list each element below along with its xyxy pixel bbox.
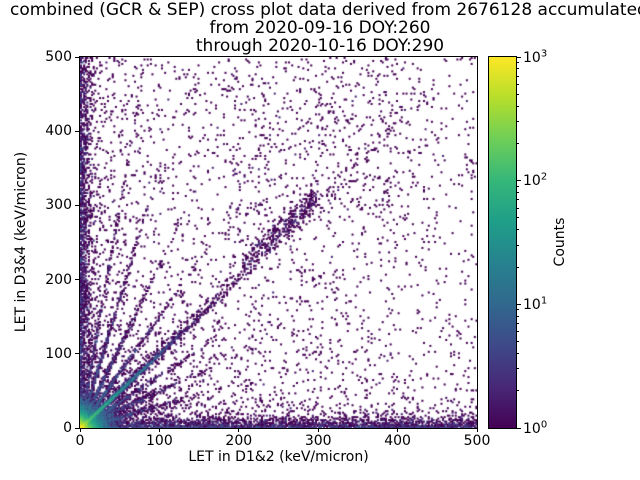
colorbar-minor-tick-mark xyxy=(517,229,519,231)
colorbar-minor-tick-mark xyxy=(517,68,519,70)
colorbar-tick-label: 102 xyxy=(523,171,548,190)
x-tick-mark xyxy=(476,428,478,432)
colorbar-minor-tick-mark xyxy=(517,353,519,355)
title-line-1: combined (GCR & SEP) cross plot data der… xyxy=(10,0,640,20)
y-axis-label: LET in D3&4 (keV/micron) xyxy=(13,151,29,333)
x-tick-mark xyxy=(158,428,160,432)
colorbar-minor-tick-mark xyxy=(517,192,519,194)
y-tick-mark xyxy=(75,130,79,132)
colorbar-minor-tick-mark xyxy=(517,199,519,201)
y-tick-mark xyxy=(75,56,79,58)
colorbar-minor-tick-mark xyxy=(517,244,519,246)
title-line-2: from 2020-09-16 DOY:260 xyxy=(209,18,431,38)
colorbar xyxy=(488,56,517,429)
colorbar-minor-tick-mark xyxy=(517,207,519,209)
colorbar-tick-mark xyxy=(517,180,521,182)
colorbar-minor-tick-mark xyxy=(517,93,519,95)
y-tick-mark xyxy=(75,279,79,281)
colorbar-minor-tick-mark xyxy=(517,217,519,219)
x-tick-label: 100 xyxy=(146,433,173,449)
colorbar-minor-tick-mark xyxy=(517,185,519,187)
y-tick-mark xyxy=(75,427,79,429)
title-line-3: through 2020-10-16 DOY:290 xyxy=(195,36,445,56)
y-tick-mark xyxy=(75,204,79,206)
colorbar-minor-tick-mark xyxy=(517,390,519,392)
colorbar-minor-tick-mark xyxy=(517,121,519,123)
colorbar-minor-tick-mark xyxy=(517,62,519,64)
y-tick-label: 500 xyxy=(45,49,72,65)
colorbar-minor-tick-mark xyxy=(517,309,519,311)
colorbar-tick-mark xyxy=(517,303,521,305)
chart-title: combined (GCR & SEP) cross plot data der… xyxy=(10,0,640,56)
colorbar-tick-label: 100 xyxy=(523,419,548,437)
scatter-density-canvas xyxy=(80,57,477,428)
x-tick-mark xyxy=(238,428,240,432)
colorbar-minor-tick-mark xyxy=(517,315,519,317)
y-tick-mark xyxy=(75,353,79,355)
x-tick-label: 300 xyxy=(304,433,332,449)
colorbar-tick-label: 103 xyxy=(523,48,548,66)
colorbar-minor-tick-mark xyxy=(517,322,519,324)
x-tick-mark xyxy=(79,428,81,432)
y-tick-label: 400 xyxy=(45,123,72,140)
y-tick-label: 200 xyxy=(45,271,72,288)
colorbar-tick-label: 101 xyxy=(523,295,548,313)
colorbar-minor-tick-mark xyxy=(517,75,519,77)
colorbar-minor-tick-mark xyxy=(517,266,519,268)
x-axis-label: LET in D1&2 (keV/micron) xyxy=(188,449,369,465)
colorbar-minor-tick-mark xyxy=(517,331,519,333)
colorbar-minor-tick-mark xyxy=(517,341,519,343)
x-tick-label: 200 xyxy=(225,433,253,449)
colorbar-minor-tick-mark xyxy=(517,105,519,107)
x-tick-label: 500 xyxy=(463,433,491,449)
x-tick-label: 400 xyxy=(384,433,411,449)
colorbar-minor-tick-mark xyxy=(517,83,519,85)
y-tick-label: 0 xyxy=(63,420,72,436)
colorbar-minor-tick-mark xyxy=(517,368,519,370)
colorbar-tick-mark xyxy=(517,56,521,58)
x-tick-mark xyxy=(397,428,399,432)
y-tick-label: 100 xyxy=(45,345,72,362)
plot-area xyxy=(79,56,478,429)
x-tick-mark xyxy=(317,428,319,432)
colorbar-minor-tick-mark xyxy=(517,142,519,144)
x-tick-label: 0 xyxy=(75,433,85,449)
colorbar-tick-mark xyxy=(517,427,521,429)
colorbar-label: Counts xyxy=(552,217,568,267)
y-tick-label: 300 xyxy=(45,197,72,214)
